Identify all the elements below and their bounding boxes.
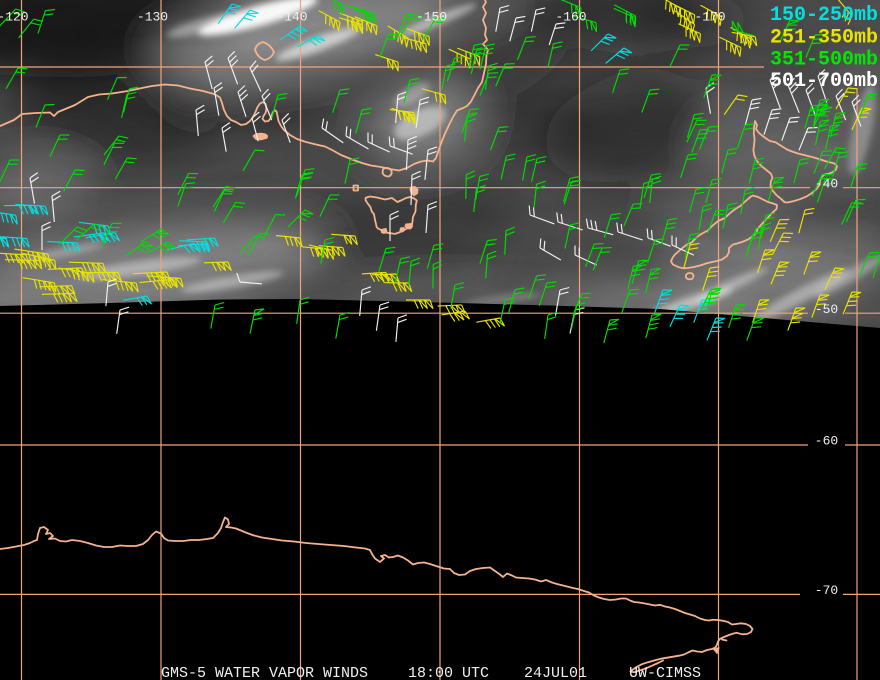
svg-text:UW-CIMSS: UW-CIMSS — [629, 665, 701, 680]
svg-text:-160: -160 — [555, 10, 586, 25]
svg-text:-170: -170 — [694, 10, 725, 25]
svg-text:-120: -120 — [0, 10, 29, 25]
svg-text:501-700mb: 501-700mb — [770, 70, 878, 93]
svg-text:24JUL01: 24JUL01 — [524, 665, 587, 680]
svg-text:251-350mb: 251-350mb — [770, 27, 878, 50]
svg-text:351-500mb: 351-500mb — [770, 49, 878, 72]
svg-text:-130: -130 — [137, 10, 168, 25]
svg-text:-50: -50 — [815, 302, 838, 317]
svg-text:18:00 UTC: 18:00 UTC — [408, 665, 489, 680]
svg-text:-150: -150 — [416, 10, 447, 25]
svg-text:-140: -140 — [276, 10, 307, 25]
svg-text:-70: -70 — [815, 583, 838, 598]
svg-text:-60: -60 — [815, 434, 838, 449]
svg-text:150-250mb: 150-250mb — [770, 4, 878, 27]
svg-text:GMS-5 WATER VAPOR WINDS: GMS-5 WATER VAPOR WINDS — [161, 665, 368, 680]
svg-text:-40: -40 — [815, 176, 838, 191]
